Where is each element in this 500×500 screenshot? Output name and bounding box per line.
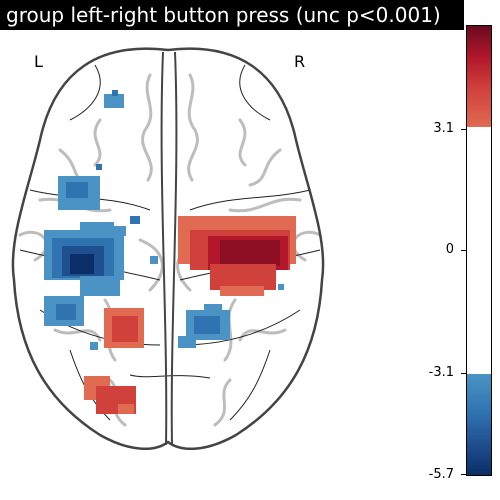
- colorbar-tick-label: -3.1: [394, 365, 454, 380]
- colorbar-tick-label: 3.1: [394, 121, 454, 136]
- colorbar-tickmark: [461, 129, 466, 130]
- colorbar-tickmark: [461, 474, 466, 475]
- midline-right: [172, 52, 177, 445]
- colorbar-tickmark: [461, 373, 466, 374]
- title-bar: group left-right button press (unc p<0.0…: [0, 0, 464, 30]
- brain-axial-view: [0, 30, 340, 460]
- colorbar-tickmark: [461, 250, 466, 251]
- colorbar-tick-label: 0: [394, 242, 454, 257]
- figure-title: group left-right button press (unc p<0.0…: [6, 2, 441, 28]
- colorbar: [466, 25, 492, 476]
- midline-left: [162, 52, 167, 445]
- colorbar-tick-label: -5.7: [394, 467, 454, 482]
